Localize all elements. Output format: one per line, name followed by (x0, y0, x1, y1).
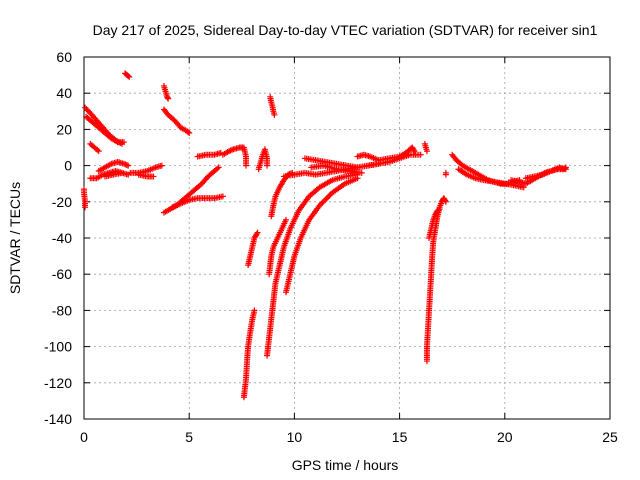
series-arc-b (83, 113, 127, 146)
data-point (442, 197, 449, 204)
series-arc-ag (426, 206, 443, 241)
data-point (253, 230, 260, 237)
series-arc-a (82, 104, 125, 147)
series-arc-f (95, 158, 132, 175)
data-point (423, 148, 430, 155)
x-tick-label: 20 (497, 429, 513, 445)
series-arc-aa (308, 162, 365, 176)
data-point (82, 204, 89, 211)
series-arc-c (81, 186, 89, 211)
data-point (95, 148, 102, 155)
data-series (81, 70, 569, 401)
data-point (323, 195, 330, 202)
y-tick-label: -80 (52, 302, 72, 318)
data-point (219, 193, 226, 200)
data-point (442, 171, 449, 178)
series-arc-p (219, 144, 250, 169)
chart-title: Day 217 of 2025, Sidereal Day-to-day VTE… (93, 22, 598, 38)
data-point (126, 73, 133, 80)
series-arc-n (169, 193, 226, 211)
data-point (354, 175, 361, 182)
series-arc-j (135, 171, 157, 180)
data-point (125, 162, 132, 169)
data-point (120, 139, 127, 146)
data-point (417, 151, 424, 158)
series-arc-i (127, 162, 165, 176)
y-tick-label: 60 (56, 49, 72, 65)
data-point (320, 198, 327, 205)
data-point (158, 162, 165, 169)
y-tick-label: 20 (56, 121, 72, 137)
y-axis-title: SDTVAR / TECUs (7, 182, 23, 294)
series-arc-k (160, 82, 172, 102)
y-tick-label: 0 (64, 158, 72, 174)
series-arc-o (194, 149, 224, 160)
data-point (118, 169, 125, 176)
series-arc-g (102, 169, 125, 180)
y-tick-label: -40 (52, 230, 72, 246)
data-point (436, 206, 443, 213)
data-point (319, 199, 326, 206)
data-point (358, 169, 365, 176)
data-point (264, 162, 271, 169)
data-point (150, 173, 157, 180)
data-point (435, 206, 442, 213)
series-arc-w (282, 175, 361, 296)
series-arc-m (160, 164, 222, 216)
grid-layer (84, 57, 610, 419)
x-tick-label: 25 (602, 429, 618, 445)
x-tick-label: 0 (80, 429, 88, 445)
series-arc-al (522, 164, 569, 182)
x-tick-label: 15 (392, 429, 408, 445)
series-arc-ah (442, 169, 449, 178)
data-point (82, 104, 89, 111)
data-point (442, 198, 449, 205)
data-point (411, 148, 418, 155)
data-point (325, 193, 332, 200)
data-point (84, 107, 91, 114)
y-tick-label: -140 (44, 411, 72, 427)
data-point (322, 196, 329, 203)
data-point (410, 146, 417, 153)
x-tick-label: 5 (185, 429, 193, 445)
data-point (125, 73, 132, 80)
series-arc-h (122, 70, 133, 80)
data-point (185, 129, 192, 136)
series-arc-v (264, 171, 361, 359)
data-point (271, 111, 278, 118)
series-arc-ac (365, 151, 424, 169)
x-axis-title: GPS time / hours (292, 457, 399, 473)
series-arc-t (267, 93, 278, 118)
series-arc-ae (421, 140, 430, 155)
series-arc-s (255, 146, 271, 173)
y-axis: -140 -120 -100 -80 -60 -40 -20 0 20 40 60 (44, 49, 610, 427)
y-tick-label: -100 (44, 339, 72, 355)
data-point (254, 229, 261, 236)
series-arc-af (423, 195, 449, 365)
data-point (215, 164, 222, 171)
data-point (326, 192, 333, 199)
data-point (186, 130, 193, 137)
series-arc-r (240, 307, 258, 401)
y-tick-label: -60 (52, 266, 72, 282)
series-arc-e (87, 140, 102, 155)
y-tick-label: 40 (56, 85, 72, 101)
x-axis: 0 5 10 15 20 25 (80, 57, 618, 445)
series-arc-x (266, 216, 289, 278)
x-tick-label: 10 (287, 429, 303, 445)
series-arc-ad (402, 144, 418, 156)
y-tick-label: -20 (52, 194, 72, 210)
data-point (243, 162, 250, 169)
series-arc-q (245, 229, 261, 269)
y-tick-label: -120 (44, 375, 72, 391)
data-point (282, 216, 289, 223)
series-arc-aj (455, 166, 527, 191)
data-point (83, 106, 90, 113)
data-point (562, 166, 569, 173)
series-arc-l (160, 106, 193, 137)
data-point (165, 95, 172, 102)
data-point (251, 307, 258, 314)
